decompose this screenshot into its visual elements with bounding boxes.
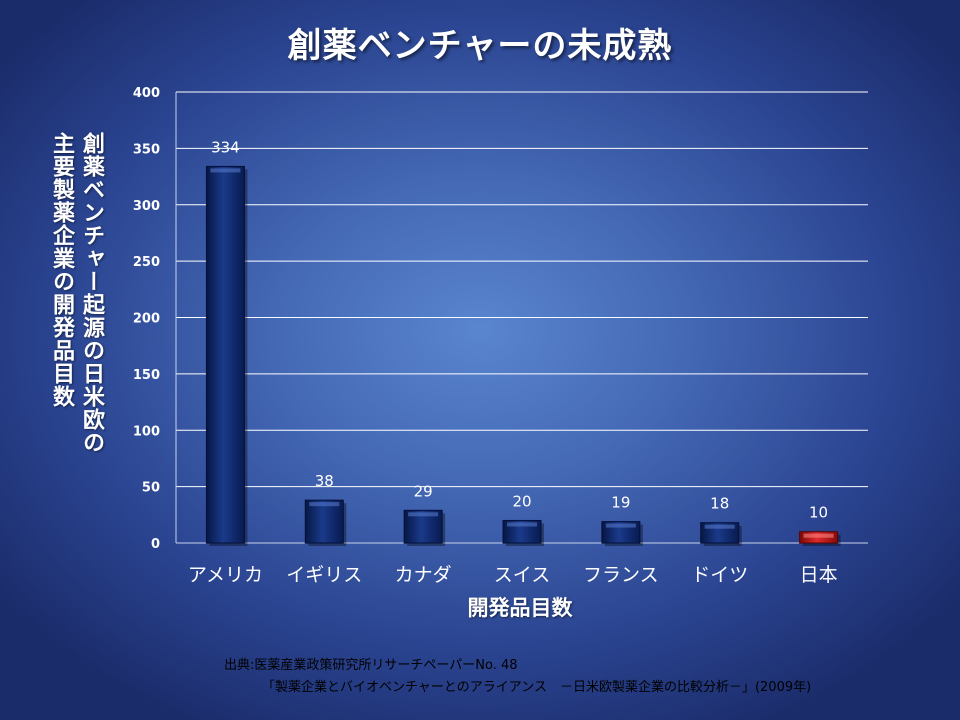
x-tick-label: 日本 (800, 564, 838, 586)
y-tick-label: 250 (133, 255, 160, 270)
grid-lines (175, 91, 868, 544)
bar (304, 499, 347, 546)
bar-highlight (210, 168, 241, 173)
y-tick-label: 50 (142, 481, 160, 496)
bars (205, 165, 841, 547)
x-tick-label: イギリス (286, 564, 362, 586)
bar-highlight (803, 533, 834, 538)
data-labels: 334 38 29 20 19 18 10 (211, 138, 828, 521)
bar (799, 531, 841, 546)
y-tick-label: 300 (133, 199, 160, 214)
x-tick-label: スイス (494, 564, 550, 586)
bar (403, 509, 446, 546)
y-tick-labels: 0 50 100 150 200 250 300 350 400 (133, 86, 160, 552)
bar-highlight (704, 524, 735, 529)
y-tick-label: 100 (133, 424, 160, 439)
bar-highlight (309, 502, 340, 507)
bar (700, 522, 742, 546)
data-label: 38 (315, 472, 334, 490)
y-tick-label: 150 (133, 368, 160, 383)
y-tick-label: 350 (133, 142, 160, 157)
bar-highlight (605, 523, 636, 528)
data-label: 18 (710, 495, 729, 513)
chart-title: 創薬ベンチャーの未成熟 (287, 26, 673, 66)
source-citation: 出典:医薬産業政策研究所リサーチペーパーNo. 48 (224, 658, 518, 673)
x-tick-label: フランス (583, 564, 659, 586)
data-label: 20 (512, 492, 531, 510)
bar-highlight (408, 512, 439, 517)
y-axis-title: 創薬ベンチャー起源の日米欧の 主要製薬企業の開発品目数 (49, 132, 104, 454)
source-paper-title: 「製薬企業とバイオベンチャーとのアライアンス －日米欧製薬企業の比較分析－」(2… (262, 680, 812, 695)
bar (601, 521, 643, 546)
y-tick-label: 400 (133, 86, 160, 101)
x-tick-label: カナダ (395, 564, 452, 586)
x-category-labels: アメリカ イギリス カナダ スイス フランス ドイツ 日本 (188, 564, 838, 586)
x-axis-title: 開発品目数 (467, 596, 573, 620)
bar (502, 519, 544, 546)
data-label: 29 (414, 482, 433, 500)
y-tick-label: 0 (151, 537, 160, 552)
x-tick-label: ドイツ (691, 564, 748, 586)
bar (205, 165, 248, 547)
data-label: 334 (211, 138, 240, 156)
bar-highlight (507, 522, 537, 527)
data-label: 19 (611, 494, 630, 512)
x-tick-label: アメリカ (188, 564, 263, 586)
bar-body (304, 499, 344, 544)
bar-body (205, 165, 245, 544)
data-label: 10 (809, 504, 828, 522)
y-tick-label: 200 (133, 312, 160, 327)
